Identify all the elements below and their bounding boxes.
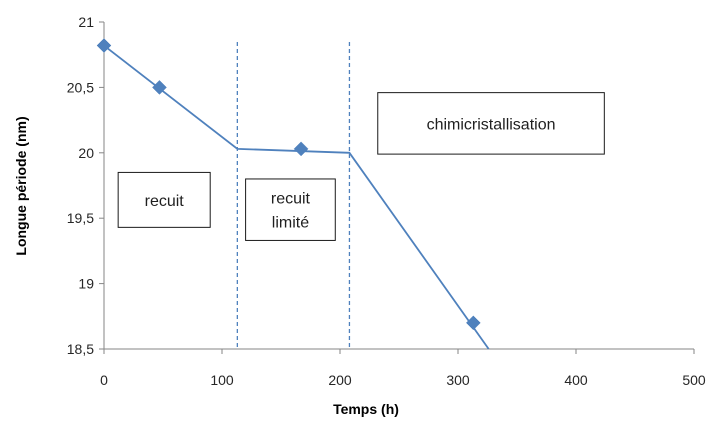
data-point-diamond (293, 141, 309, 157)
annotation-box-frame (245, 178, 336, 241)
annotation-box-frame (117, 171, 211, 228)
x-tick-label: 300 (446, 372, 470, 388)
trend-line-group (103, 44, 490, 350)
x-tick-label: 100 (210, 372, 234, 388)
data-point-diamond (465, 315, 481, 331)
x-tick-label: 200 (328, 372, 352, 388)
annotation-box-frame (377, 92, 605, 155)
annotation-box: recuit (117, 171, 211, 228)
data-points (96, 38, 481, 331)
y-tick-label: 19,5 (67, 210, 94, 226)
data-point-diamond (96, 38, 112, 53)
annotation-box: chimicristallisation (377, 92, 605, 155)
annotation-label: recuit (145, 193, 185, 210)
data-point-diamond (152, 80, 167, 95)
x-axis-title: Temps (h) (333, 401, 399, 417)
annotation-label: limité (272, 215, 309, 232)
trend-line (103, 44, 490, 350)
x-tick-label: 500 (682, 372, 706, 388)
phase-annotations: recuit recuit limité chimicristallisation (117, 92, 605, 241)
x-tick-label: 400 (564, 372, 588, 388)
x-tick-label: 0 (100, 372, 108, 388)
y-tick-label: 19 (78, 276, 94, 292)
annotation-label: chimicristallisation (427, 116, 556, 133)
y-tick-label: 18,5 (67, 341, 94, 357)
y-tick-label: 20 (78, 145, 94, 161)
y-axis-title: Longue période (nm) (13, 116, 29, 255)
y-tick-label: 21 (78, 14, 94, 30)
axes: 18,5 19 19,5 20 20,5 21 0 100 200 300 400 500 (67, 14, 706, 388)
annotation-label: recuit (271, 191, 311, 208)
annotation-box: recuit limité (245, 178, 336, 241)
y-tick-label: 20,5 (67, 79, 94, 95)
phase-separators (236, 42, 351, 349)
